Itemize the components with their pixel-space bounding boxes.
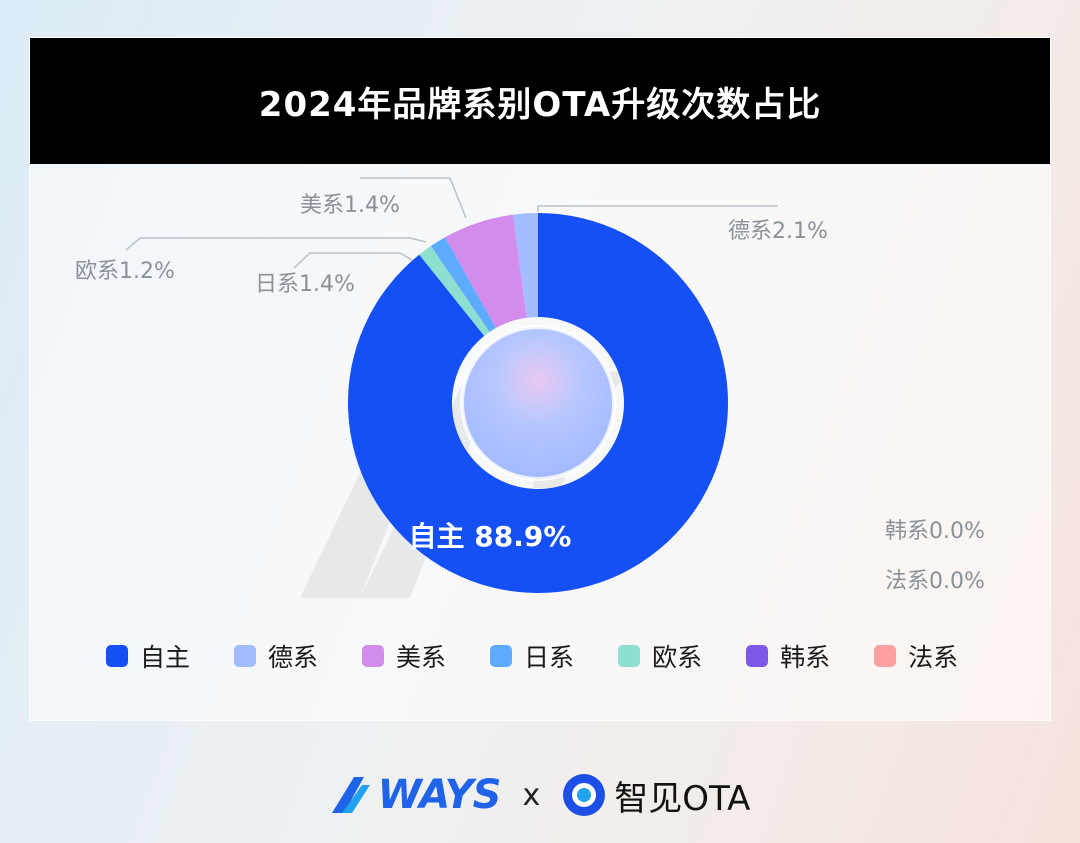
leader-line-2 [360,177,467,219]
data-label-4: 欧系1.2% [75,259,175,284]
legend-swatch [106,645,128,667]
leader-line-3 [293,252,413,269]
legend-swatch [490,645,513,667]
legend-item-zizhu: 自主 [106,638,190,674]
chart-legend: 自主 德系 美系 日系 欧系 韩系 法系 [106,636,1006,676]
legend-label: 美系 [396,643,447,672]
legend-swatch [618,645,641,667]
zhijian-ota-mark-icon [563,774,606,816]
leader-line-4 [125,237,427,251]
pie-slice-3 [430,237,496,332]
pie-slice-0 [348,213,728,594]
data-label-zizhu: 自主 88.9% [409,520,572,553]
legend-swatch [234,645,257,667]
legend-label: 日系 [524,643,575,672]
legend-item-ouxi: 欧系 [618,638,702,674]
legend-label: 韩系 [780,643,831,672]
pie-slice-2 [445,214,527,328]
legend-item-rixi: 日系 [490,638,574,674]
pie-slice-4 [419,246,490,336]
legend-swatch [746,645,769,667]
data-label-3: 日系1.4% [255,272,355,297]
zhijian-ota-brand-text: 智见OTA [614,778,751,819]
pie-slice-1 [512,213,538,318]
leader-line-1 [537,205,778,212]
ways-logo: WAYS [330,772,501,818]
legend-swatch [874,645,897,667]
data-label-6: 法系0.0% [885,569,985,594]
chart-header: 2024年品牌系别OTA升级次数占比 [30,38,1050,164]
data-label-1: 德系2.1% [728,219,828,244]
footer-brands: WAYS x 智见OTA [0,760,1080,830]
legend-label: 德系 [268,643,319,672]
legend-item-dexi: 德系 [234,638,318,674]
data-label-2: 美系1.4% [300,193,400,218]
legend-item-hanxi: 韩系 [746,638,830,674]
donut-center-disc [460,325,616,481]
legend-swatch [362,645,385,667]
ways-brand-text: WAYS [377,772,502,818]
legend-item-meixi: 美系 [362,638,446,674]
zhijian-ota-logo: 智见OTA [562,771,750,820]
legend-label: 欧系 [652,643,703,672]
ways-mark-icon [331,777,370,813]
legend-label: 法系 [908,643,959,672]
legend-label: 自主 [140,643,191,672]
data-label-5: 韩系0.0% [885,519,985,544]
donut-chart: YS 自主 88.9%德系2.1%美系1.4%日系1.4%欧系1.2%韩系0.0… [75,177,985,598]
brand-separator: x [522,777,541,813]
chart-title: 2024年品牌系别OTA升级次数占比 [258,84,822,125]
legend-item-faxi: 法系 [874,638,958,674]
chart-card: 2024年品牌系别OTA升级次数占比 YS 自主 88.9% 德系2.1% 美系1.… [30,38,1050,720]
